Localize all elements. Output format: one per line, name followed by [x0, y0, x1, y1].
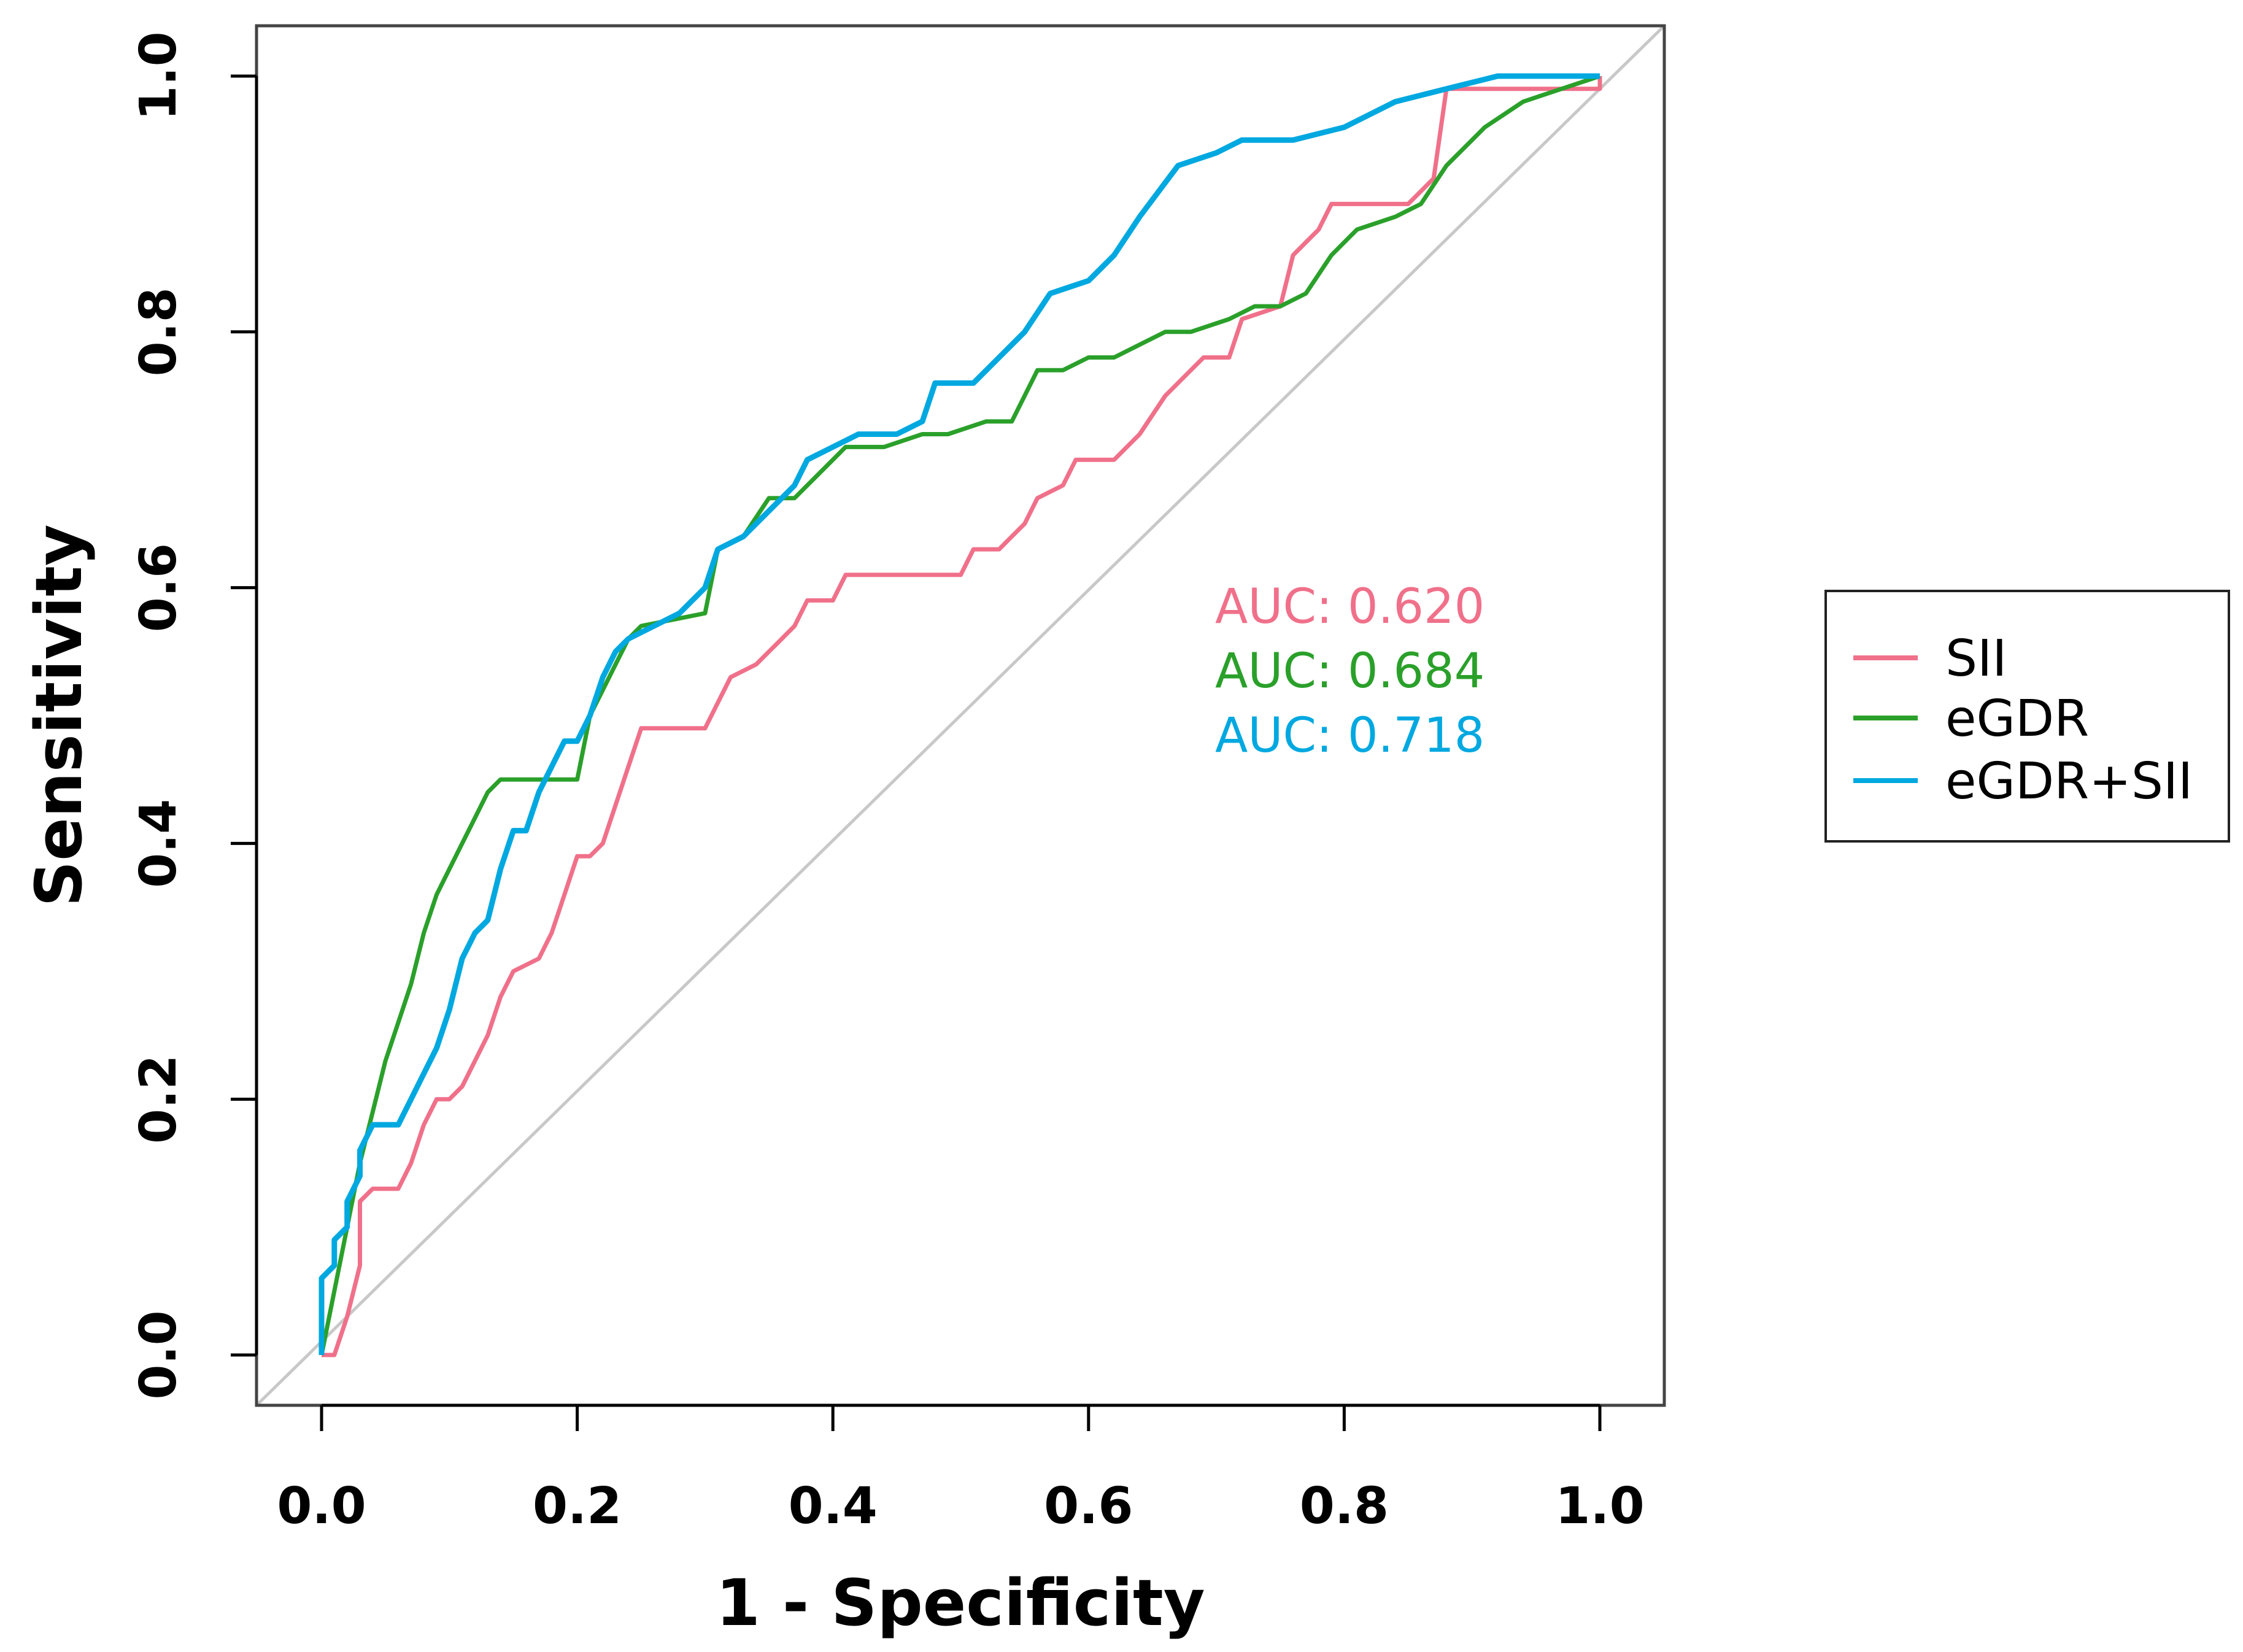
x-axis: 0.0 0.2 0.4 0.6 0.8 1.0: [277, 1403, 1645, 1535]
x-tick-label: 1.0: [1555, 1477, 1644, 1535]
legend-label: eGDR+SII: [1945, 752, 2193, 811]
x-tick-label: 0.4: [789, 1477, 878, 1535]
legend-label: eGDR: [1945, 690, 2089, 748]
y-tick-label: 0.6: [129, 543, 188, 632]
series-line-egdr-sii: [318, 73, 1600, 1355]
x-tick-label: 0.2: [533, 1477, 622, 1535]
series-layer: [318, 73, 1602, 1357]
y-tick-label: 0.4: [129, 799, 188, 888]
auc-label-egdr: AUC: 0.684: [1215, 644, 1484, 699]
auc-label-egdr-sii: AUC: 0.718: [1215, 708, 1484, 763]
x-tick-label: 0.6: [1044, 1477, 1133, 1535]
y-axis-title: Sensitivity: [21, 524, 96, 906]
auc-labels: AUC: 0.620 AUC: 0.684 AUC: 0.718: [1215, 579, 1484, 763]
x-tick-label: 0.8: [1300, 1477, 1389, 1535]
x-axis-title: 1 - Specificity: [716, 1565, 1205, 1640]
legend-label: SII: [1945, 630, 2007, 688]
x-tick-label: 0.0: [277, 1477, 366, 1535]
y-tick-label: 0.2: [129, 1055, 188, 1144]
y-axis: 0.0 0.2 0.4 0.6 0.8 1.0: [129, 31, 258, 1400]
series-line-egdr: [319, 74, 1601, 1356]
y-tick-label: 1.0: [129, 31, 188, 120]
auc-label-sii: AUC: 0.620: [1215, 579, 1484, 635]
y-tick-label: 0.0: [129, 1310, 188, 1399]
y-tick-label: 0.8: [129, 287, 188, 376]
reference-diagonal: [257, 26, 1664, 1405]
